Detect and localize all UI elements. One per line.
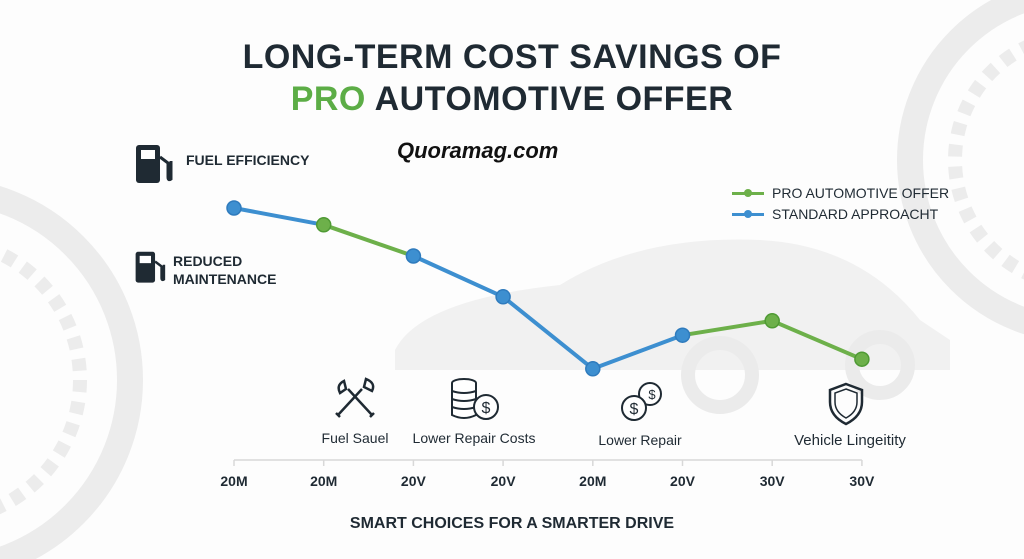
x-tick-label: 20V (490, 473, 516, 489)
data-point-pro (854, 351, 870, 367)
tire-decoration-left (0, 186, 143, 559)
data-point-standard (226, 200, 242, 216)
legend-label-standard: STANDARD APPROACHT (772, 206, 939, 222)
feature-reduced-maintenance: REDUCED MAINTENANCE (173, 252, 276, 288)
feature-label-line-2: MAINTENANCE (173, 271, 277, 287)
data-point-standard (585, 361, 601, 377)
coin-stack-icon: $ (451, 378, 499, 420)
line-segment-pro (321, 222, 416, 258)
svg-text:$: $ (648, 387, 656, 402)
line-segment-standard (232, 206, 326, 227)
line-segment-standard (501, 294, 595, 371)
shield-icon (828, 382, 864, 426)
line-segment-pro (770, 318, 864, 362)
coins-icon: $ $ (621, 382, 662, 421)
svg-text:$: $ (482, 400, 491, 417)
feature-label-line-1: REDUCED (173, 253, 243, 269)
icon-label-lower-repair: Lower Repair (598, 432, 682, 448)
icon-label-fuel-sauel: Fuel Sauel (321, 430, 389, 446)
icon-label-lower-repair-costs: Lower Repair Costs (412, 430, 536, 446)
legend-item-pro: PRO AUTOMOTIVE OFFER (732, 185, 949, 201)
title-rest: AUTOMOTIVE OFFER (374, 80, 734, 118)
line-segment-pro (680, 318, 775, 338)
svg-text:$: $ (630, 401, 639, 418)
line-segment-standard (590, 333, 685, 371)
fuel-pump-icon (135, 251, 166, 283)
title-highlight: PRO (290, 80, 366, 118)
x-tick-label: 30V (849, 473, 875, 489)
x-tick-label: 20M (579, 473, 607, 489)
feature-fuel-efficiency: FUEL EFFICIENCY (186, 152, 310, 168)
x-tick-label: 20M (310, 473, 338, 489)
fuel-pump-icon (136, 145, 173, 183)
line-segment-standard (411, 254, 506, 299)
title-line-2: PRO AUTOMOTIVE OFFER (0, 80, 1024, 119)
x-tick-label: 20V (670, 473, 695, 489)
legend-label-pro: PRO AUTOMOTIVE OFFER (772, 185, 950, 201)
data-point-pro (764, 313, 780, 329)
legend-swatch-pro (732, 188, 764, 197)
icon-label-vehicle-longevity: Vehicle Lingeitity (794, 432, 906, 449)
wrench-icon (335, 377, 375, 418)
legend-item-standard: STANDARD APPROACHT (732, 206, 938, 222)
data-point-standard (495, 289, 511, 305)
x-tick-label: 20V (400, 473, 426, 489)
data-point-pro (315, 217, 332, 233)
watermark: Quoramag.com (397, 138, 559, 163)
data-point-standard (674, 327, 691, 343)
x-tick-label: 20M (220, 473, 248, 489)
tire-decoration-right (897, 0, 1024, 335)
x-tick-label: 30V (759, 473, 785, 489)
footer-tagline: SMART CHOICES FOR A SMARTER DRIVE (349, 515, 675, 532)
title-line-1: LONG-TERM COST SAVINGS OF (242, 38, 782, 76)
data-point-standard (405, 248, 422, 264)
legend-swatch-standard (732, 209, 764, 218)
